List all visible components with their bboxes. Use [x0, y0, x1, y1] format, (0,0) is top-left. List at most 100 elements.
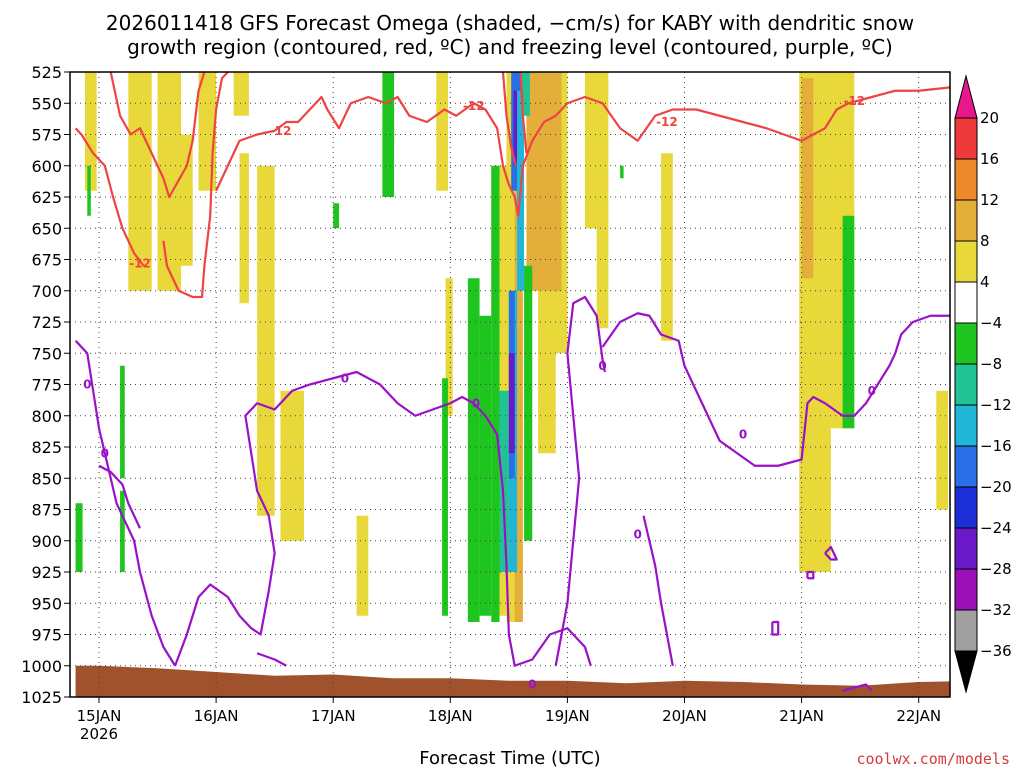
x-tick-label: 20JAN: [662, 707, 707, 725]
omega-shade-cell: [842, 215, 855, 429]
freezing-level-contour-line: [806, 570, 815, 580]
y-tick-label: 1000: [21, 657, 62, 676]
omega-shade-cell: [936, 390, 948, 510]
contour-label: 0: [472, 396, 480, 410]
colorbar-cap-top: [954, 74, 978, 119]
omega-shade-cell: [75, 503, 83, 572]
colorbar-label: −12: [980, 396, 1012, 414]
omega-shade-cell: [508, 353, 515, 454]
omega-shade-cell: [596, 228, 609, 329]
dgz-contour-line: [519, 72, 528, 154]
omega-shade-cell: [467, 278, 480, 622]
colorbar-cell: [954, 404, 978, 447]
omega-shade-cell: [257, 165, 275, 516]
terrain-area: [75, 665, 950, 697]
omega-shade-cell: [120, 490, 125, 572]
omega-shade-cell: [280, 390, 304, 541]
y-tick-label: 700: [31, 282, 62, 301]
omega-shade-cell: [356, 515, 369, 616]
omega-shade-cell: [479, 315, 492, 616]
freezing-level-contour-line: [601, 312, 950, 467]
omega-shade-cell: [120, 365, 125, 479]
y-axis: 525 550 575 600 625 650 675 700 725 750 775 800 825 8…: [21, 63, 70, 707]
x-tick-label: 22JAN: [896, 707, 941, 725]
contour-label: -12: [129, 256, 151, 270]
contour-label: 0: [83, 378, 91, 392]
contour-label: 0: [101, 446, 109, 460]
omega-shade-cell: [661, 153, 673, 341]
y-tick-label: 725: [31, 313, 62, 332]
x-tick-label: 17JAN: [311, 707, 356, 725]
dgz-contour-line: [501, 72, 517, 167]
omega-shade-cell: [491, 165, 500, 622]
y-tick-label: 800: [31, 407, 62, 426]
y-tick-label: 600: [31, 157, 62, 176]
freezing-level-contour-line: [824, 545, 838, 561]
x-axis-label: Forecast Time (UTC): [419, 748, 600, 768]
terrain-fill: [75, 665, 950, 697]
omega-shade-cell: [389, 115, 395, 141]
y-tick-label: 650: [31, 219, 62, 238]
colorbar-label: −8: [980, 355, 1002, 373]
omega-shade-cell: [128, 72, 152, 291]
dgz-contour-line: [74, 127, 145, 267]
y-tick-label: 950: [31, 594, 62, 613]
x-tick-label: 16JAN: [194, 707, 239, 725]
omega-shade-cell: [526, 72, 562, 291]
colorbar-cell: [954, 117, 978, 160]
freezing-level-contour-line: [771, 620, 780, 636]
y-tick-label: 750: [31, 344, 62, 363]
colorbar-cell: [954, 322, 978, 365]
colorbar-label: −28: [980, 560, 1012, 578]
x-tick-label: 15JAN: [77, 707, 122, 725]
contour-label: 0: [868, 384, 876, 398]
y-tick-label: 900: [31, 532, 62, 551]
freezing-level-contour-line: [256, 652, 287, 667]
y-tick-label: 850: [31, 469, 62, 488]
y-tick-label: 625: [31, 188, 62, 207]
omega-shade-cell: [801, 78, 814, 279]
y-tick-label: 875: [31, 501, 62, 520]
colorbar-cell: [954, 240, 978, 283]
y-tick-label: 550: [31, 94, 62, 113]
omega-shade-cell: [333, 203, 340, 229]
freezing-level-contour-line: [174, 370, 592, 667]
contour-labels: -12 -12 -12 -12 -12 0 0 0 0 0 0 0 0 0: [83, 94, 876, 692]
contour-label: -12: [270, 124, 292, 138]
colorbar-label: 4: [980, 273, 990, 291]
omega-shade-cell: [445, 278, 453, 416]
colorbar-label: 16: [980, 150, 999, 168]
omega-shade-cell: [171, 134, 193, 266]
colorbar: 20 16 12 8 4 −4 −8 −12 −16 −20 −24 −28 −32 −36: [954, 74, 1012, 694]
omega-shade-cell: [538, 290, 556, 454]
colorbar-label: −16: [980, 437, 1012, 455]
colorbar-cell: [954, 281, 978, 324]
omega-shade-cell: [513, 90, 519, 166]
colorbar-cell: [954, 527, 978, 570]
omega-shade-cell: [436, 72, 448, 191]
freezing-level-contour-line: [842, 683, 873, 692]
colorbar-cell: [954, 609, 978, 652]
colorbar-cell: [954, 568, 978, 611]
omega-shade-cell: [1010, 197, 1015, 216]
y-tick-label: 775: [31, 376, 62, 395]
omega-shade-cell: [514, 115, 523, 622]
contour-label: 0: [633, 528, 641, 542]
contour-label: 0: [739, 428, 747, 442]
omega-shade-cell: [524, 265, 533, 541]
omega-shade-cell: [442, 378, 448, 616]
contour-lines: [74, 72, 950, 692]
contour-label: -12: [463, 99, 485, 113]
chart-title-line-1: 2026011418 GFS Forecast Omega (shaded, −…: [106, 11, 914, 35]
colorbar-label: 8: [980, 232, 990, 250]
colorbar-cap-bottom: [954, 650, 978, 694]
dgz-contour-line: [215, 86, 950, 217]
y-tick-label: 575: [31, 126, 62, 145]
colorbar-label: −20: [980, 478, 1012, 496]
colorbar-label: −32: [980, 601, 1012, 619]
omega-shading: [75, 72, 1015, 622]
contour-label: -12: [843, 94, 865, 108]
contour-label: -12: [656, 115, 678, 129]
